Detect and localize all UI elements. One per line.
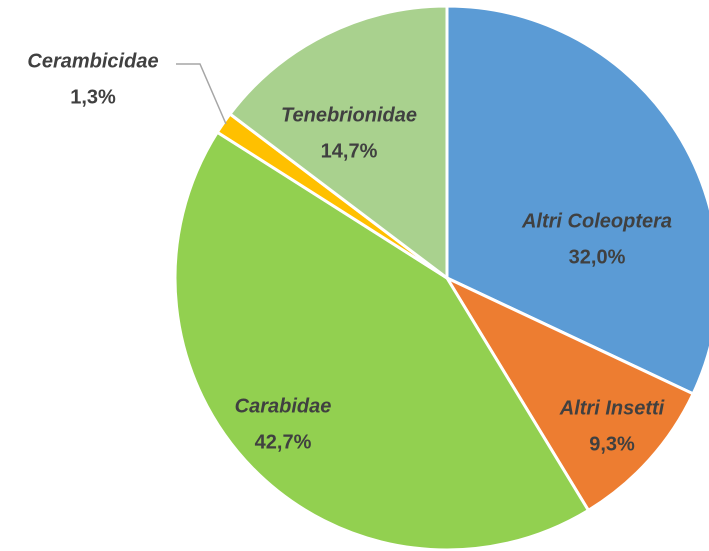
slice-name: Cerambicidae [27, 50, 158, 72]
leader-line [176, 63, 227, 125]
slice-name: Carabidae [235, 395, 332, 417]
pie-slice [227, 4, 449, 282]
pie-slice [445, 4, 709, 396]
slice-name: Altri Coleoptera [521, 210, 672, 232]
slice-name: Altri Insetti [559, 397, 665, 419]
slice-name: Tenebrionidae [281, 104, 417, 126]
pie-slice [173, 130, 591, 551]
pie-slice [443, 274, 696, 513]
slice-value: 14,7% [321, 140, 378, 162]
slice-value: 42,7% [255, 431, 312, 453]
slice-value: 9,3% [589, 433, 635, 455]
slice-value: 1,3% [70, 86, 116, 108]
slice-value: 32,0% [569, 246, 626, 268]
